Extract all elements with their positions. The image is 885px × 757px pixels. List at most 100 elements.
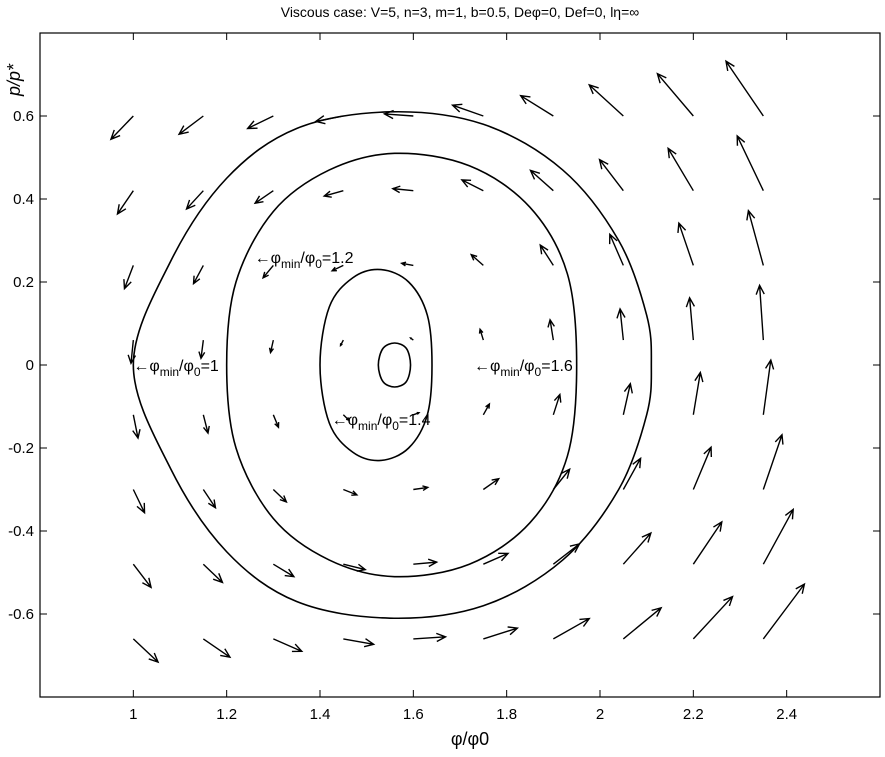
vector-arrow	[132, 414, 141, 440]
vector-arrow	[268, 339, 275, 355]
chart-title: Viscous case: V=5, n=3, m=1, b=0.5, Deφ=…	[281, 4, 640, 20]
vector-arrow	[391, 185, 414, 194]
vector-arrow	[539, 243, 554, 266]
vector-arrow	[399, 261, 414, 267]
vector-arrow	[132, 489, 146, 515]
contour-line	[132, 110, 653, 620]
x-tick-label: 1.8	[496, 706, 517, 723]
x-axis-label: φ/φ0	[451, 729, 489, 749]
vector-arrow	[202, 414, 210, 435]
vector-arrow	[339, 339, 344, 348]
annotation-part: /φ	[520, 358, 535, 375]
x-tick-label: 2.2	[683, 706, 704, 723]
vector-arrow	[202, 563, 224, 584]
vector-arrow	[246, 115, 274, 130]
vector-arrow	[622, 531, 652, 565]
vector-arrow	[677, 221, 694, 266]
x-tick-label: 1.4	[310, 706, 331, 723]
annotation-part: 0	[392, 419, 399, 433]
vector-arrow	[330, 264, 344, 272]
y-tick-label: -0.2	[8, 440, 34, 457]
vector-arrow	[692, 370, 704, 415]
vector-arrow	[656, 72, 694, 117]
vector-arrow	[483, 626, 520, 640]
x-tick-label: 1.6	[403, 706, 424, 723]
y-tick-label: 0.6	[13, 108, 34, 125]
vector-arrow	[478, 327, 485, 341]
vector-arrow	[192, 265, 204, 286]
y-tick-label: -0.6	[8, 606, 34, 623]
vector-arrow	[482, 402, 491, 416]
plot-frame	[39, 32, 881, 698]
y-tick-label: -0.4	[8, 523, 34, 540]
y-tick-label: 0.2	[13, 274, 34, 291]
annotation-part: /φ	[300, 250, 315, 267]
vector-arrow	[598, 158, 624, 192]
annotation-part: 0	[194, 365, 201, 379]
annotation-part: 0	[315, 257, 322, 271]
vector-arrow	[413, 558, 439, 568]
vector-arrow	[529, 169, 554, 192]
annotation: ←φmin/φ0=1.4	[332, 412, 431, 433]
annotation-part: min	[281, 257, 300, 271]
annotation: ←φmin/φ0=1.6	[474, 358, 573, 379]
vector-arrow	[272, 563, 296, 578]
annotation-part: ←φ	[133, 358, 159, 375]
vector-arrow	[608, 232, 624, 266]
vector-arrow	[762, 358, 775, 415]
contour-line	[225, 152, 578, 578]
vector-arrow	[253, 190, 274, 205]
vector-arrow	[272, 414, 280, 429]
vector-arrow	[692, 520, 723, 565]
annotation-part: min	[500, 365, 519, 379]
contour-line	[319, 268, 433, 462]
vector-arrow	[552, 392, 562, 416]
vector-arrow	[622, 456, 642, 490]
x-tick-label: 1.2	[216, 706, 237, 723]
vector-arrow	[746, 208, 765, 266]
vector-arrow	[123, 265, 134, 291]
vector-arrow	[552, 617, 591, 640]
vector-arrow	[622, 382, 633, 415]
annotation-part: 0	[535, 365, 542, 379]
vector-arrow	[132, 638, 160, 664]
vector-arrow	[762, 433, 784, 490]
vector-arrow	[736, 134, 764, 192]
vector-arrow	[413, 411, 421, 416]
vector-arrow	[185, 190, 204, 211]
annotation-part: min	[358, 419, 377, 433]
annotation-part: ←φ	[255, 250, 281, 267]
vector-arrow	[762, 582, 806, 640]
vector-arrow	[519, 94, 554, 117]
annotation: ←φmin/φ0=1	[133, 358, 219, 379]
vector-arrow	[685, 296, 696, 341]
vector-arrow	[667, 146, 694, 192]
y-tick-label: 0	[26, 357, 34, 374]
vector-arrow	[762, 507, 795, 565]
vector-arrow	[343, 638, 376, 648]
x-tick-label: 2	[596, 706, 604, 723]
vector-arrow	[342, 414, 351, 422]
contour-line	[377, 342, 412, 388]
annotation-part: ←φ	[332, 412, 358, 429]
vector-arrow	[413, 485, 430, 492]
vector-arrow	[109, 115, 134, 141]
annotation-part: =1.4	[399, 412, 431, 429]
annotation-part: =1	[201, 358, 219, 375]
vector-arrow	[692, 445, 713, 490]
y-tick-label: 0.4	[13, 191, 34, 208]
x-tick-label: 2.4	[776, 706, 797, 723]
vector-arrow	[202, 638, 232, 659]
vector-arrow	[469, 253, 484, 266]
annotation-part: =1.2	[322, 250, 354, 267]
vector-arrow	[460, 179, 484, 192]
vector-arrow	[177, 115, 204, 136]
vector-arrow	[272, 488, 288, 504]
vector-arrow	[202, 489, 217, 510]
y-axis-label: p/p*	[4, 63, 24, 97]
vector-arrow	[413, 632, 448, 643]
vector-arrow	[322, 190, 344, 198]
x-tick-label: 1	[129, 706, 137, 723]
vector-arrow	[132, 563, 153, 589]
